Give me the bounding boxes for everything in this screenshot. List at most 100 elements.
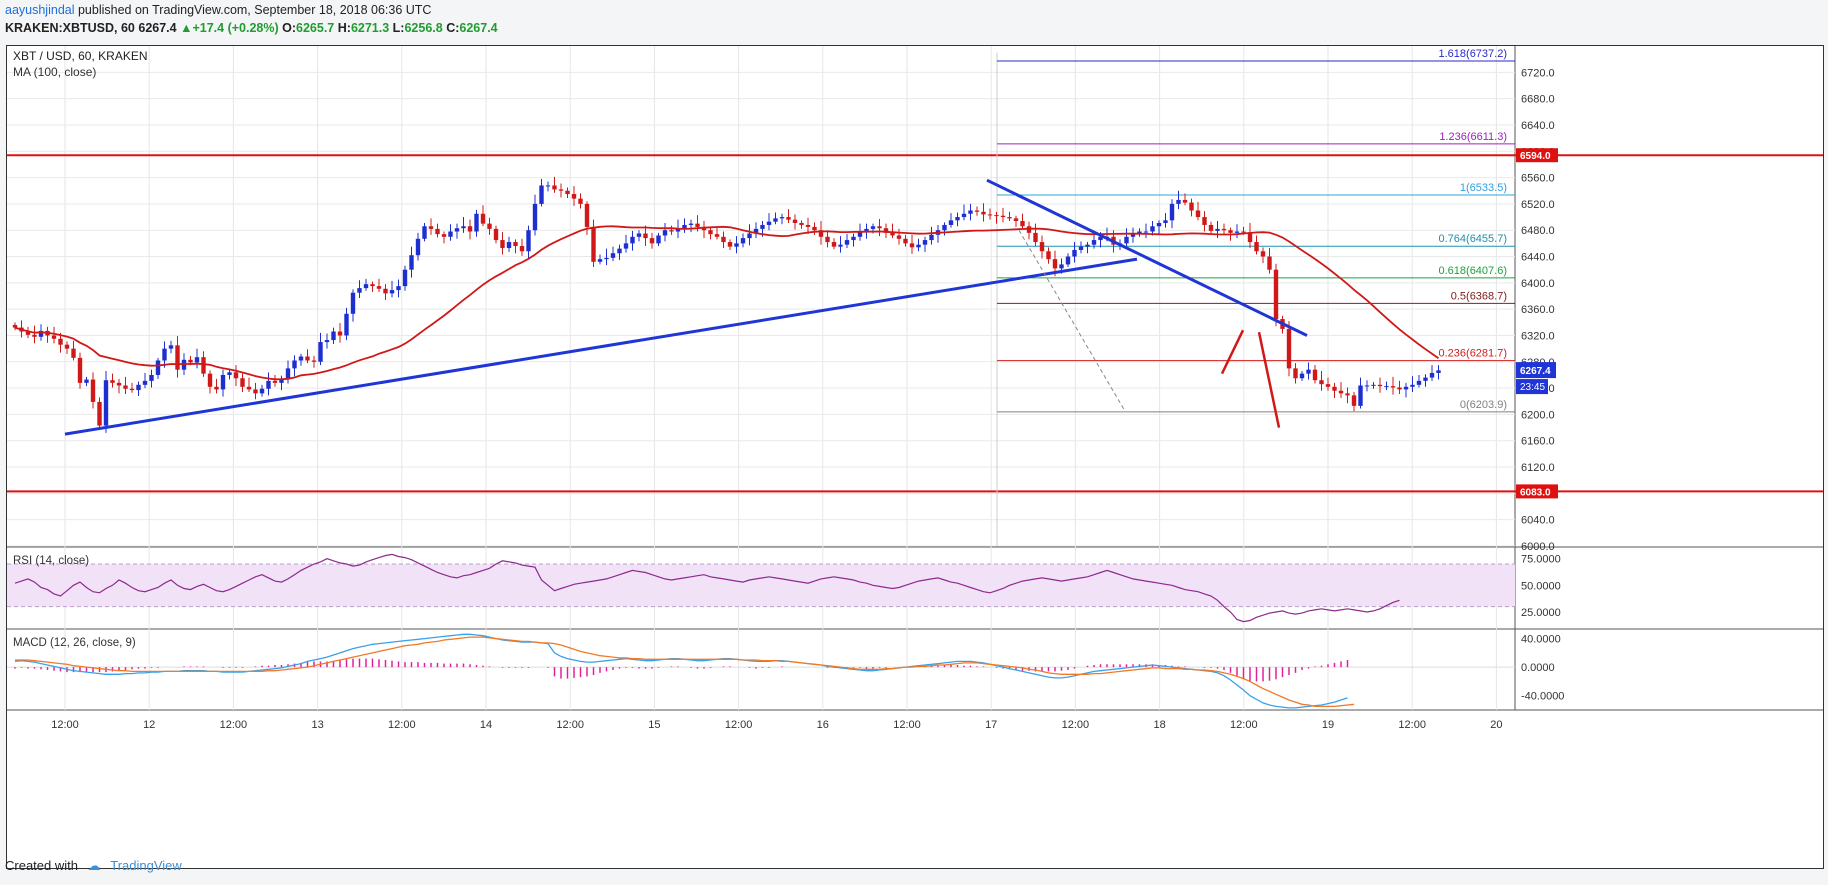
candle-body xyxy=(558,189,564,191)
candle-body xyxy=(1423,377,1428,381)
rsi-band xyxy=(7,564,1515,607)
candle-body xyxy=(25,331,31,335)
resistance-trendline xyxy=(986,178,1308,337)
candle-body xyxy=(259,388,265,394)
price-change: +17.4 (+0.28%) xyxy=(192,21,279,35)
candle-body xyxy=(922,240,928,245)
candle-body xyxy=(1046,251,1051,260)
candle-body xyxy=(90,379,96,402)
candle-body xyxy=(272,380,278,383)
level-badge xyxy=(1516,148,1558,163)
x-tick-label: 16 xyxy=(817,719,829,731)
candle-body xyxy=(1195,210,1201,218)
candle-body xyxy=(233,372,239,379)
candle-body xyxy=(1000,215,1006,218)
rsi-tick-label: 25.0000 xyxy=(1521,607,1561,619)
candle-body xyxy=(851,236,856,241)
x-tick-label: 12:00 xyxy=(725,719,753,731)
candle-body xyxy=(201,357,206,374)
chart-title: XBT / USD, 60, KRAKEN xyxy=(13,49,148,63)
candle-body xyxy=(1221,228,1227,231)
candle-body xyxy=(870,226,876,229)
candle-body xyxy=(1163,220,1168,223)
candle-body xyxy=(1052,259,1058,269)
candle-body xyxy=(1247,232,1253,243)
candle-body xyxy=(506,242,512,248)
x-tick-label: 20 xyxy=(1490,719,1502,731)
candle-body xyxy=(760,224,765,229)
candle-body xyxy=(604,257,609,260)
candle-body xyxy=(474,213,479,232)
candle-body xyxy=(376,286,382,289)
candle-body xyxy=(539,185,544,204)
candle-body xyxy=(97,401,102,426)
x-tick-label: 12:00 xyxy=(1062,719,1090,731)
fib-trend-dashed-line xyxy=(1018,229,1126,412)
level-badge-label: 6083.0 xyxy=(1520,487,1551,498)
candle-body xyxy=(1007,217,1012,219)
candle-body xyxy=(1189,202,1194,211)
candle-body xyxy=(747,233,752,239)
candle-body xyxy=(168,345,174,349)
candle-body xyxy=(500,240,505,248)
candle-body xyxy=(1130,233,1136,237)
candle-body xyxy=(1156,222,1162,227)
chart-area[interactable]: 12:00 12 12:00 13 12:00 14 12:00 15 12:00 16 12:00… xyxy=(6,45,1824,869)
candle-body xyxy=(740,238,746,244)
candle-body xyxy=(1429,372,1435,378)
candle-body xyxy=(552,185,557,190)
close-value: 6267.4 xyxy=(459,21,498,35)
rsi-tick-label: 50.0000 xyxy=(1521,580,1561,592)
candle-body xyxy=(298,356,304,361)
candle-body xyxy=(246,386,252,390)
candle-body xyxy=(337,331,343,336)
y-tick-label: 6440.0 xyxy=(1521,252,1555,264)
candle-body xyxy=(1293,368,1298,379)
candle-body xyxy=(363,284,369,289)
candle-body xyxy=(64,344,70,349)
candle-body xyxy=(370,284,375,287)
candle-body xyxy=(649,238,655,244)
candle-body xyxy=(32,334,37,337)
rsi-line xyxy=(14,553,1400,623)
candle-body xyxy=(1267,256,1272,270)
fib-level-label: 1(6533.5) xyxy=(1460,182,1507,194)
x-tick-label: 19 xyxy=(1322,719,1334,731)
close-label: C: xyxy=(446,21,460,35)
candle-body xyxy=(71,348,76,358)
candle-body xyxy=(331,331,336,341)
candle-body xyxy=(194,357,200,363)
candle-body xyxy=(610,253,616,258)
tradingview-link[interactable]: TradingView xyxy=(110,858,182,873)
candle-body xyxy=(1351,395,1357,406)
author-link[interactable]: aayushjindal xyxy=(5,3,75,17)
countdown-badge xyxy=(1516,379,1548,395)
candle-body xyxy=(857,231,863,237)
candle-body xyxy=(929,234,934,241)
candle-body xyxy=(623,243,629,249)
candle-body xyxy=(1182,199,1188,203)
candle-body xyxy=(838,244,843,247)
candle-body xyxy=(142,380,148,385)
candle-body xyxy=(1364,385,1370,387)
forecast-up-line xyxy=(1220,329,1245,375)
candle-body xyxy=(773,218,778,222)
candle-body xyxy=(493,228,499,241)
y-tick-label: 6040.0 xyxy=(1521,515,1555,527)
candle-body xyxy=(38,330,44,337)
candle-body xyxy=(1377,384,1383,387)
candle-body xyxy=(1059,264,1064,269)
candle-body xyxy=(1260,251,1266,257)
low-value: 6256.8 xyxy=(404,21,443,35)
candle-body xyxy=(1410,384,1415,387)
candle-body xyxy=(532,203,538,231)
y-tick-label: 6160.0 xyxy=(1521,436,1555,448)
candle-body xyxy=(448,231,453,237)
candle-body xyxy=(903,238,908,244)
candle-body xyxy=(1085,244,1090,247)
candle-body xyxy=(84,379,89,383)
candle-body xyxy=(753,228,759,234)
candle-body xyxy=(409,255,414,270)
candle-body xyxy=(721,236,726,243)
chart-svg[interactable]: 12:00 12 12:00 13 12:00 14 12:00 15 12:00 16 12:00… xyxy=(7,46,1823,868)
